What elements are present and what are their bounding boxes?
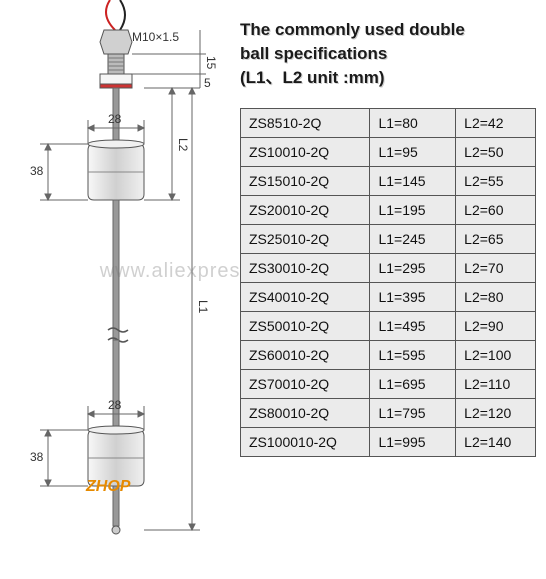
cell-model: ZS10010-2Q [241, 138, 370, 167]
dim-float1-h: 38 [30, 164, 43, 178]
cell-model: ZS15010-2Q [241, 167, 370, 196]
cell-model: ZS20010-2Q [241, 196, 370, 225]
cell-l1: L1=395 [370, 283, 456, 312]
brand-label: ZHOP [86, 478, 130, 496]
table-row: ZS50010-2QL1=495L2=90 [241, 312, 536, 341]
cell-model: ZS25010-2Q [241, 225, 370, 254]
cell-model: ZS60010-2Q [241, 341, 370, 370]
cell-l2: L2=100 [456, 341, 536, 370]
dim-15: 15 [204, 56, 218, 69]
cell-l1: L1=295 [370, 254, 456, 283]
wire-red [106, 0, 115, 30]
title-line-3: (L1、L2 unit :mm) [240, 66, 530, 90]
cell-l1: L1=95 [370, 138, 456, 167]
cell-l2: L2=70 [456, 254, 536, 283]
cell-l2: L2=90 [456, 312, 536, 341]
table-row: ZS40010-2QL1=395L2=80 [241, 283, 536, 312]
cell-model: ZS30010-2Q [241, 254, 370, 283]
cell-model: ZS80010-2Q [241, 399, 370, 428]
table-row: ZS20010-2QL1=195L2=60 [241, 196, 536, 225]
cell-l1: L1=695 [370, 370, 456, 399]
cell-l1: L1=995 [370, 428, 456, 457]
dim-float1-w: 28 [108, 112, 121, 126]
cell-model: ZS70010-2Q [241, 370, 370, 399]
dim-float2-h: 38 [30, 450, 43, 464]
table-row: ZS30010-2QL1=295L2=70 [241, 254, 536, 283]
cell-l2: L2=50 [456, 138, 536, 167]
table-row: ZS100010-2QL1=995L2=140 [241, 428, 536, 457]
cell-model: ZS40010-2Q [241, 283, 370, 312]
dim-float2-w: 28 [108, 398, 121, 412]
table-row: ZS8510-2QL1=80L2=42 [241, 109, 536, 138]
cell-l1: L1=245 [370, 225, 456, 254]
table-row: ZS80010-2QL1=795L2=120 [241, 399, 536, 428]
cell-l1: L1=795 [370, 399, 456, 428]
title-block: The commonly used double ball specificat… [240, 18, 530, 89]
title-line-2: ball specifications [240, 42, 530, 66]
wire-black [120, 0, 125, 30]
table-row: ZS25010-2QL1=245L2=65 [241, 225, 536, 254]
cell-l1: L1=80 [370, 109, 456, 138]
cell-l2: L2=60 [456, 196, 536, 225]
cell-l2: L2=120 [456, 399, 536, 428]
float-switch-diagram: M10×1.5 15 5 38 28 38 28 L2 L1 ZHOP [0, 0, 220, 574]
title-line-1: The commonly used double [240, 18, 530, 42]
cell-l1: L1=595 [370, 341, 456, 370]
cell-l2: L2=65 [456, 225, 536, 254]
cell-l2: L2=42 [456, 109, 536, 138]
cell-l2: L2=80 [456, 283, 536, 312]
table-row: ZS15010-2QL1=145L2=55 [241, 167, 536, 196]
hex-nut [100, 30, 132, 54]
spec-table: ZS8510-2QL1=80L2=42ZS10010-2QL1=95L2=50Z… [240, 108, 536, 457]
cell-model: ZS100010-2Q [241, 428, 370, 457]
table-row: ZS60010-2QL1=595L2=100 [241, 341, 536, 370]
cell-l2: L2=55 [456, 167, 536, 196]
cell-l2: L2=140 [456, 428, 536, 457]
thread-spec: M10×1.5 [132, 30, 179, 44]
table-row: ZS70010-2QL1=695L2=110 [241, 370, 536, 399]
cell-l2: L2=110 [456, 370, 536, 399]
cell-model: ZS8510-2Q [241, 109, 370, 138]
cell-l1: L1=495 [370, 312, 456, 341]
cell-model: ZS50010-2Q [241, 312, 370, 341]
thread [108, 54, 124, 74]
float-upper [88, 140, 144, 200]
dim-5: 5 [204, 76, 211, 90]
cell-l1: L1=195 [370, 196, 456, 225]
dim-l2: L2 [176, 138, 190, 151]
table-row: ZS10010-2QL1=95L2=50 [241, 138, 536, 167]
collar-ring [100, 84, 132, 88]
dim-l1: L1 [196, 300, 210, 313]
cell-l1: L1=145 [370, 167, 456, 196]
float-lower [88, 426, 144, 486]
